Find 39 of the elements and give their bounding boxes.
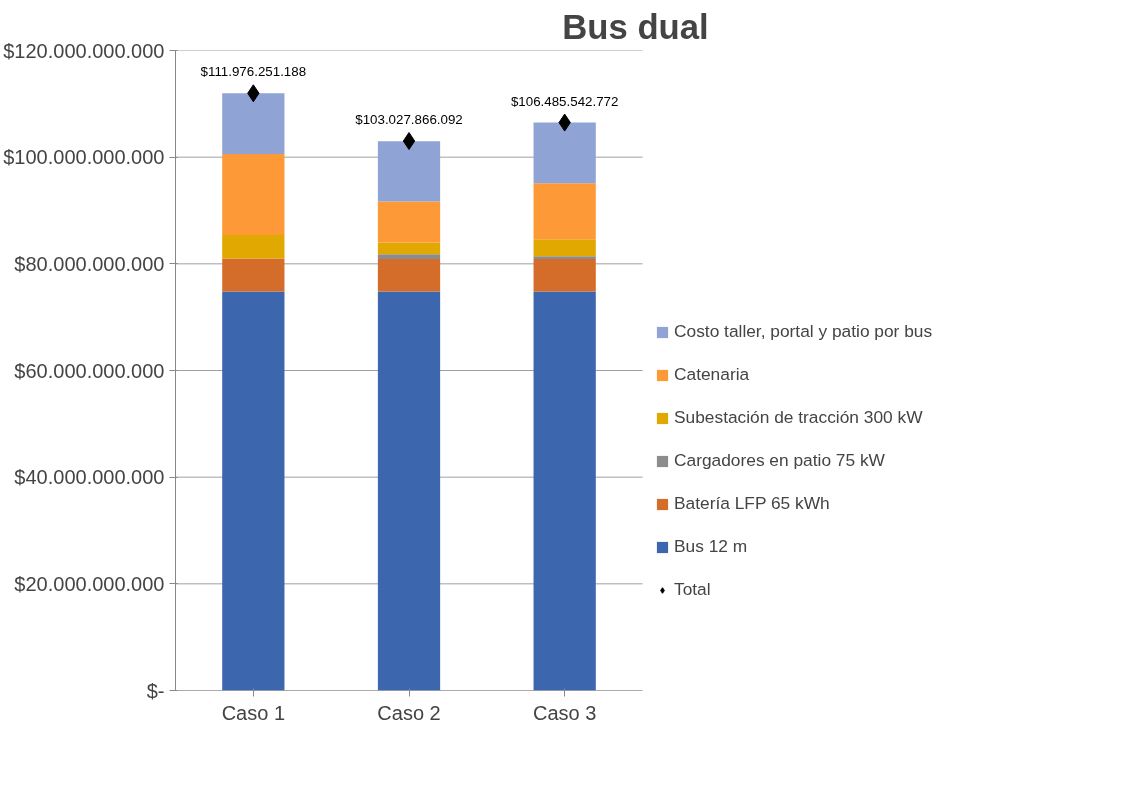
bar — [222, 153, 285, 236]
bar — [222, 93, 285, 154]
bar — [377, 291, 441, 691]
bar — [533, 259, 596, 292]
point — [402, 132, 416, 151]
legend-label: Catenaria — [674, 364, 750, 385]
data-label: $106.485.542.772 — [510, 93, 619, 109]
x-tick-label: Caso 2 — [377, 701, 441, 724]
y-tick-label: $120.000.000.000 — [3, 39, 165, 62]
bar — [377, 254, 441, 260]
x-tick-label: Caso 1 — [221, 701, 286, 724]
legend-label: Subestación de tracción 300 kW — [674, 407, 923, 428]
bar — [533, 239, 596, 257]
y-tick-label: $60.000.000.000 — [14, 359, 165, 382]
y-tick-label: $20.000.000.000 — [14, 572, 165, 595]
bar — [377, 141, 441, 202]
legend-label: Bus 12 m — [674, 536, 748, 557]
legend-label: Costo taller, portal y patio por bus — [674, 321, 933, 342]
x-tick-label: Caso 3 — [532, 701, 597, 724]
bar — [222, 291, 285, 691]
data-label: $111.976.251.188 — [200, 64, 307, 80]
y-tick-label: $80.000.000.000 — [14, 252, 165, 275]
legend-label: Total — [674, 579, 711, 600]
bar — [222, 235, 285, 259]
bar — [377, 259, 441, 292]
bar — [533, 122, 596, 184]
bar — [222, 258, 285, 292]
bar — [377, 201, 441, 243]
legend-label: Batería LFP 65 kWh — [674, 493, 830, 514]
legend-label: Cargadores en patio 75 kW — [674, 450, 885, 471]
bar — [377, 242, 441, 255]
y-tick-label: $- — [146, 679, 165, 702]
bar — [533, 291, 596, 691]
data-label: $103.027.866.092 — [355, 112, 463, 128]
y-tick-label: $100.000.000.000 — [3, 146, 165, 169]
y-tick-label: $40.000.000.000 — [14, 466, 165, 489]
bar — [533, 183, 596, 240]
chart-title: Bus dual — [562, 7, 709, 46]
bar — [533, 256, 596, 260]
